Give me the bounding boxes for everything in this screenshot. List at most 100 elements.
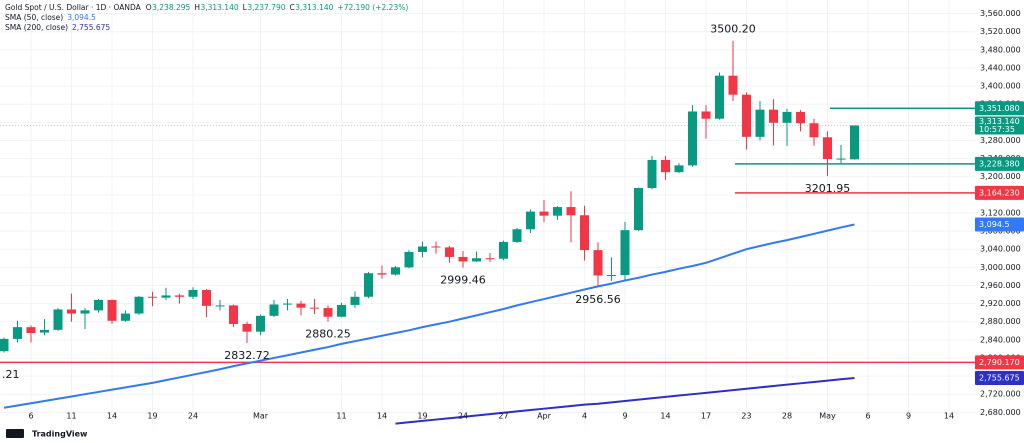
y-tick-label: 3,200.000 bbox=[980, 172, 1021, 181]
candle-body bbox=[769, 109, 778, 123]
candle-body bbox=[539, 211, 549, 216]
candle-body bbox=[148, 296, 157, 298]
brand: TradingView bbox=[32, 430, 88, 439]
ohlc-key: C bbox=[289, 3, 294, 12]
candle-body bbox=[134, 296, 144, 314]
y-tick-label: 3,120.000 bbox=[980, 208, 1021, 217]
x-tick-label: 11 bbox=[66, 412, 76, 421]
candle-body bbox=[283, 303, 292, 305]
sma-line bbox=[395, 377, 855, 425]
price-tag bbox=[975, 371, 1024, 386]
candle-body bbox=[782, 111, 792, 123]
candle-body bbox=[688, 111, 697, 166]
legend-name: SMA (200, close) bbox=[5, 23, 68, 32]
candle-body bbox=[13, 327, 22, 339]
candle-body bbox=[94, 299, 103, 311]
y-tick-label: 3,280.000 bbox=[980, 136, 1021, 145]
candle-body bbox=[661, 159, 670, 173]
candle-body bbox=[364, 273, 373, 297]
price-tag bbox=[975, 355, 1024, 370]
candle-body bbox=[188, 289, 198, 297]
candle-body bbox=[512, 229, 522, 242]
candle-body bbox=[607, 275, 616, 277]
candle-body bbox=[256, 315, 265, 332]
candle-body bbox=[566, 207, 576, 216]
point-label: 2999.46 bbox=[440, 274, 486, 287]
y-tick-label: 2,680.000 bbox=[980, 408, 1021, 417]
price-tag-label: 3,164.230 bbox=[979, 188, 1020, 197]
candle-body bbox=[67, 309, 76, 314]
y-tick-label: 2,960.000 bbox=[980, 281, 1021, 290]
x-tick-label: 28 bbox=[782, 412, 792, 421]
y-tick-label: 3,520.000 bbox=[980, 27, 1021, 36]
x-tick-label: 14 bbox=[107, 412, 117, 421]
candle-body bbox=[161, 295, 171, 298]
overlay: 3500.20 3201.95 2999.46 2956.56 2880.25 2832.… bbox=[5, 3, 1024, 386]
ohlc-value: 3,238.295 bbox=[152, 3, 190, 12]
x-tick-label: 24 bbox=[458, 412, 468, 421]
sma-line bbox=[3, 223, 855, 409]
change: +72.190 (+2.23%) bbox=[337, 3, 408, 12]
candle-body bbox=[26, 327, 36, 334]
price-tag-label: 3,351.080 bbox=[979, 104, 1020, 113]
candle-body bbox=[728, 75, 738, 95]
price-tag-label: 3,094.5 bbox=[979, 220, 1010, 229]
candle-body bbox=[634, 188, 643, 231]
price-tag bbox=[975, 185, 1024, 200]
candle-body bbox=[755, 109, 765, 137]
candle-body bbox=[580, 215, 589, 251]
candle-body bbox=[202, 289, 211, 306]
candle-body bbox=[337, 304, 346, 317]
candle-body bbox=[418, 246, 427, 252]
y-tick-label: 3,440.000 bbox=[980, 63, 1021, 72]
candle-body bbox=[229, 305, 238, 324]
candle-body bbox=[404, 251, 414, 268]
candle-body bbox=[472, 258, 481, 262]
ohlc-key: O bbox=[146, 3, 152, 12]
price-tag-label: 3,228.380 bbox=[979, 159, 1020, 168]
y-tick-label: 2,880.000 bbox=[980, 317, 1021, 326]
price-tag-label: 3,313.140 bbox=[979, 117, 1020, 126]
x-tick-label: 11 bbox=[336, 412, 346, 421]
x-tick-label: 6 bbox=[28, 412, 33, 421]
price-tag bbox=[975, 156, 1024, 171]
x-tick-label: 14 bbox=[944, 412, 954, 421]
ohlc-key: H bbox=[194, 3, 200, 12]
candle-body bbox=[391, 267, 400, 275]
x-tick-label: 27 bbox=[498, 412, 508, 421]
x-tick-label: May bbox=[819, 412, 836, 421]
candle-body bbox=[674, 165, 684, 173]
symbol: Gold Spot / U.S. Dollar · 1D · OANDA bbox=[5, 3, 142, 12]
candle-body bbox=[107, 299, 117, 321]
candle-body bbox=[526, 211, 535, 230]
candle-body bbox=[431, 246, 441, 248]
candle-body bbox=[593, 250, 603, 276]
candle-body bbox=[458, 256, 468, 262]
candle-body bbox=[823, 137, 832, 160]
candle-body bbox=[350, 296, 360, 305]
candle-body bbox=[296, 303, 306, 308]
price-tag-label: 2,790.170 bbox=[979, 358, 1020, 367]
y-tick-label: 3,560.000 bbox=[980, 9, 1021, 18]
price-tag bbox=[975, 101, 1024, 116]
edge-label: .21 bbox=[2, 368, 20, 381]
candle-body bbox=[53, 309, 63, 330]
candle-body bbox=[269, 304, 279, 316]
x-tick-label: Mar bbox=[253, 412, 269, 421]
x-tick-label: 14 bbox=[660, 412, 670, 421]
point-label: 3201.95 bbox=[805, 182, 851, 195]
price-axis: 2,680.0002,720.0002,760.0002,800.0002,84… bbox=[28, 9, 1020, 420]
legend-value: 3,094.5 bbox=[67, 13, 96, 22]
candle-body bbox=[40, 329, 49, 333]
y-tick-label: 3,480.000 bbox=[980, 45, 1021, 54]
ohlc-value: 3,237.790 bbox=[247, 3, 285, 12]
candle-body bbox=[323, 308, 333, 317]
y-tick-label: 2,920.000 bbox=[980, 299, 1021, 308]
x-tick-label: 6 bbox=[865, 412, 870, 421]
candle-body bbox=[175, 295, 184, 297]
candle-body bbox=[796, 111, 805, 124]
price-tag bbox=[975, 217, 1024, 232]
candle-body bbox=[715, 75, 724, 119]
candle-body bbox=[121, 313, 130, 321]
